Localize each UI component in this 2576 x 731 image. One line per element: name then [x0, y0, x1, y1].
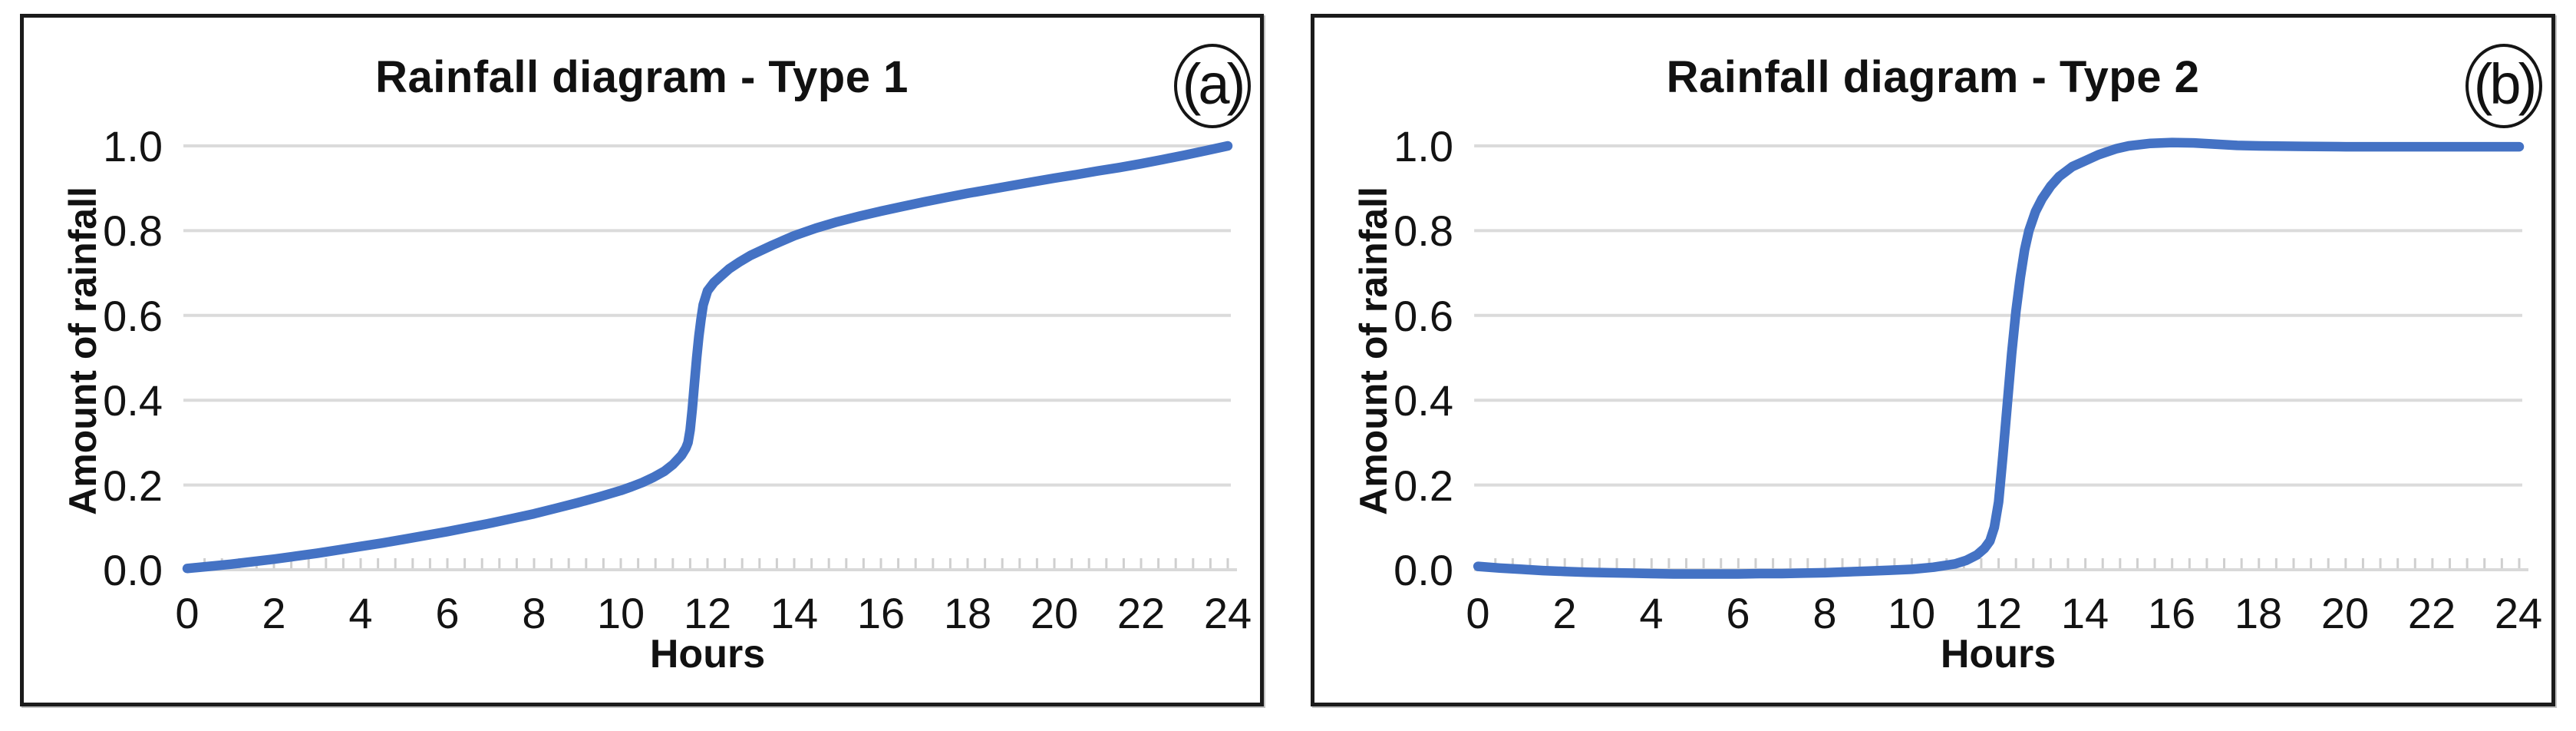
x-tick-label: 0 — [175, 589, 200, 637]
panel-tag-badge: (a) — [1174, 44, 1251, 128]
y-tick-label: 0.2 — [1394, 461, 1453, 510]
x-tick-label: 20 — [2320, 589, 2370, 637]
y-tick-label: 0.8 — [103, 207, 163, 256]
chart-panel-type1-inner: Rainfall diagram - Type 1 (a) Amount of … — [24, 18, 1260, 703]
y-tick-label: 0.6 — [1394, 291, 1453, 340]
plot-area — [182, 141, 1237, 574]
chart-panel-type2-inner: Rainfall diagram - Type 2 (b) Amount of … — [1314, 18, 2551, 703]
y-tick-label: 0.6 — [103, 291, 163, 340]
x-tick-label: 6 — [435, 589, 460, 637]
x-tick-label: 8 — [1812, 589, 1837, 637]
x-tick-label: 20 — [1030, 589, 1079, 637]
x-tick-label: 10 — [1887, 589, 1936, 637]
x-tick-label: 10 — [596, 589, 645, 637]
x-axis-title: Hours — [649, 632, 766, 676]
y-tick-label: 1.0 — [103, 122, 163, 170]
x-tick-label: 18 — [2234, 589, 2283, 637]
x-tick-label: 8 — [522, 589, 546, 637]
x-tick-label: 24 — [2494, 589, 2543, 637]
x-tick-label: 16 — [2147, 589, 2196, 637]
x-tick-label: 6 — [1726, 589, 1750, 637]
chart-panel-type1: Rainfall diagram - Type 1 (a) Amount of … — [20, 14, 1264, 706]
x-tick-label: 24 — [1203, 589, 1252, 637]
panel-tag-badge: (b) — [2466, 44, 2542, 128]
y-tick-label: 0.4 — [1394, 376, 1453, 425]
y-axis-tick-labels: 1.0 0.8 0.6 0.4 0.2 0.0 — [1314, 18, 2551, 703]
x-axis-tick-labels: 0 2 4 6 8 10 12 14 16 18 20 22 24 — [1314, 18, 2551, 703]
x-axis-tick-labels: 0 2 4 6 8 10 12 14 16 18 20 22 24 — [24, 18, 1260, 703]
x-tick-label: 16 — [856, 589, 905, 637]
x-tick-label: 12 — [683, 589, 732, 637]
x-tick-label: 4 — [348, 589, 373, 637]
x-tick-label: 4 — [1639, 589, 1664, 637]
y-tick-label: 0.8 — [1394, 207, 1453, 256]
y-tick-label: 0.0 — [103, 546, 163, 594]
y-tick-label: 0.4 — [103, 376, 163, 425]
y-tick-label: 0.0 — [1394, 546, 1453, 594]
x-tick-label: 2 — [262, 589, 286, 637]
chart-panel-type2: Rainfall diagram - Type 2 (b) Amount of … — [1311, 14, 2555, 706]
y-tick-label: 0.2 — [103, 461, 163, 510]
x-tick-label: 0 — [1466, 589, 1490, 637]
chart-title: Rainfall diagram - Type 2 — [1666, 52, 2200, 102]
plot-area — [1473, 137, 2528, 579]
x-tick-label: 14 — [2060, 589, 2109, 637]
x-tick-label: 14 — [770, 589, 819, 637]
x-tick-label: 12 — [1974, 589, 2023, 637]
y-tick-label: 1.0 — [1394, 122, 1453, 170]
x-tick-label: 22 — [1116, 589, 1166, 637]
x-tick-label: 2 — [1552, 589, 1577, 637]
x-tick-label: 22 — [2407, 589, 2456, 637]
x-tick-label: 18 — [943, 589, 992, 637]
x-axis-title: Hours — [1940, 632, 2057, 676]
chart-title: Rainfall diagram - Type 1 — [375, 52, 909, 102]
y-axis-tick-labels: 1.0 0.8 0.6 0.4 0.2 0.0 — [24, 18, 1260, 703]
